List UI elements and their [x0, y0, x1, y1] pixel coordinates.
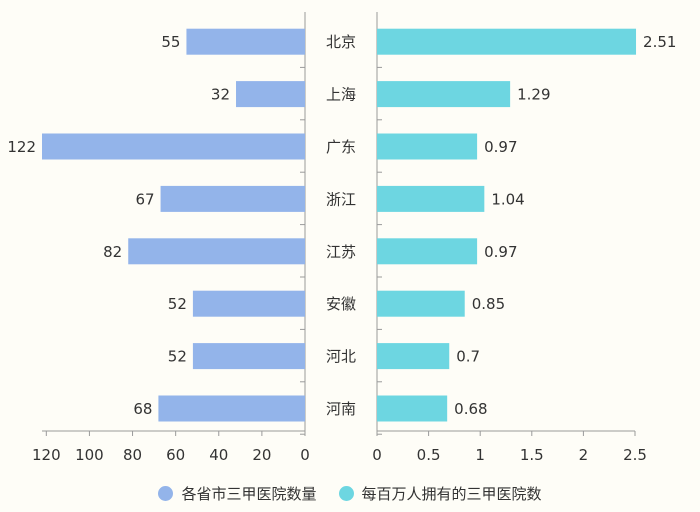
left-x-tick-label-120: 120: [32, 446, 61, 464]
right-bar-label-6: 0.7: [456, 348, 480, 366]
category-label-1: 上海: [326, 86, 356, 104]
category-label-4: 江苏: [326, 243, 356, 261]
right-bar-label-1: 1.29: [517, 86, 550, 104]
left-x-tick-label-100: 100: [75, 446, 104, 464]
legend-item-hospital-count[interactable]: 各省市三甲医院数量: [158, 483, 317, 504]
right-x-tick-label-2-5: 2.5: [623, 446, 647, 464]
right-x-tick-label-0: 0: [372, 446, 382, 464]
left-bar-label-7: 68: [133, 400, 152, 418]
left-bar-3: [160, 185, 305, 212]
left-bar-label-4: 82: [103, 243, 122, 261]
category-label-3: 浙江: [326, 190, 356, 208]
legend-swatch-hospital-count: [158, 485, 174, 501]
left-bar-0: [186, 28, 305, 55]
left-bar-5: [192, 290, 305, 317]
right-bar-label-3: 1.04: [491, 190, 524, 208]
left-bar-label-1: 32: [211, 86, 230, 104]
legend-swatch-per-million: [338, 485, 354, 501]
legend-label-hospital-count: 各省市三甲医院数量: [181, 484, 317, 503]
category-label-2: 广东: [326, 138, 356, 156]
left-x-tick-label-40: 40: [209, 446, 228, 464]
left-bar-6: [192, 343, 305, 370]
category-label-0: 北京: [326, 33, 356, 51]
right-bar-label-4: 0.97: [484, 243, 517, 261]
right-bar-5: [377, 290, 465, 317]
legend-item-per-million[interactable]: 每百万人拥有的三甲医院数: [338, 483, 542, 504]
left-bar-label-5: 52: [168, 295, 187, 313]
left-x-tick-label-0: 0: [300, 446, 310, 464]
left-bar-label-6: 52: [168, 348, 187, 366]
right-bar-3: [377, 185, 485, 212]
left-bar-label-2: 122: [7, 138, 36, 156]
legend-label-per-million: 每百万人拥有的三甲医院数: [361, 484, 542, 503]
right-bar-2: [377, 133, 478, 160]
left-bar-1: [236, 81, 305, 108]
right-bar-7: [377, 395, 448, 422]
left-bar-4: [128, 238, 305, 265]
right-x-tick-label-2: 2: [579, 446, 589, 464]
right-bar-6: [377, 343, 450, 370]
category-label-5: 安徽: [326, 295, 356, 313]
left-x-tick-label-20: 20: [252, 446, 271, 464]
left-bar-2: [42, 133, 305, 160]
left-bar-7: [158, 395, 305, 422]
category-label-7: 河南: [326, 400, 356, 418]
right-x-tick-label-1-5: 1.5: [520, 446, 544, 464]
right-bar-4: [377, 238, 478, 265]
right-bar-label-0: 2.51: [643, 33, 676, 51]
left-x-tick-label-60: 60: [166, 446, 185, 464]
left-x-tick-label-80: 80: [123, 446, 142, 464]
right-bar-label-7: 0.68: [454, 400, 487, 418]
right-x-tick-label-1: 1: [475, 446, 485, 464]
legend: 各省市三甲医院数量 每百万人拥有的三甲医院数: [0, 480, 700, 506]
left-bar-label-3: 67: [135, 190, 154, 208]
right-bar-1: [377, 81, 511, 108]
left-bar-label-0: 55: [161, 33, 180, 51]
right-x-tick-label-0-5: 0.5: [417, 446, 441, 464]
right-bar-label-2: 0.97: [484, 138, 517, 156]
right-bar-0: [377, 28, 637, 55]
category-label-6: 河北: [326, 348, 356, 366]
right-bar-label-5: 0.85: [472, 295, 505, 313]
